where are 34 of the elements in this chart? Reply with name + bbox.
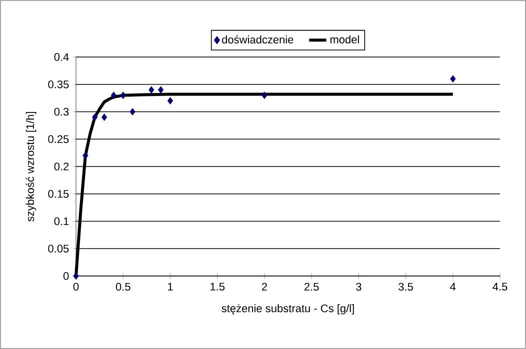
y-tick-label: 0 (63, 272, 69, 280)
point (101, 114, 108, 121)
y-tick-label: 0.2 (54, 162, 69, 170)
x-axis-title: stężenie substratu - Cs [g/l] (222, 304, 354, 314)
x-tick-label: 1 (168, 282, 173, 290)
y-tick-label: 0.25 (48, 135, 69, 144)
x-tick-label: 0 (73, 282, 79, 291)
x-tick-label: 4.5 (492, 282, 508, 291)
x-tick-label: 3 (356, 282, 362, 291)
x-tick-label: 1.5 (210, 282, 225, 291)
y-tick-label: 0.15 (48, 190, 69, 198)
y-tick-label: 0.35 (48, 80, 69, 88)
point (92, 114, 98, 121)
x-tick-label: 2 (262, 282, 267, 291)
point (158, 86, 164, 94)
y-tick-label: 0.1 (54, 217, 69, 226)
point (82, 152, 88, 160)
legend-label: doświadczenie (222, 35, 294, 44)
point (167, 97, 174, 104)
point (148, 86, 154, 94)
y-tick-label: 0.3 (54, 108, 69, 116)
x-tick-label: 4 (450, 282, 456, 290)
point (120, 92, 126, 100)
legend-label: model (330, 35, 359, 44)
x-tick-label: 2.5 (304, 282, 319, 291)
y-tick-label: 0.4 (54, 53, 69, 61)
y-tick-label: 0.05 (48, 244, 69, 253)
point (110, 92, 117, 100)
point (450, 75, 456, 83)
y-axis-title: szybkość wzrostu [1/h] (26, 112, 36, 222)
point (262, 92, 268, 100)
point (130, 108, 136, 116)
x-tick-label: 3.5 (398, 282, 413, 291)
x-tick-label: 0.5 (116, 282, 130, 291)
